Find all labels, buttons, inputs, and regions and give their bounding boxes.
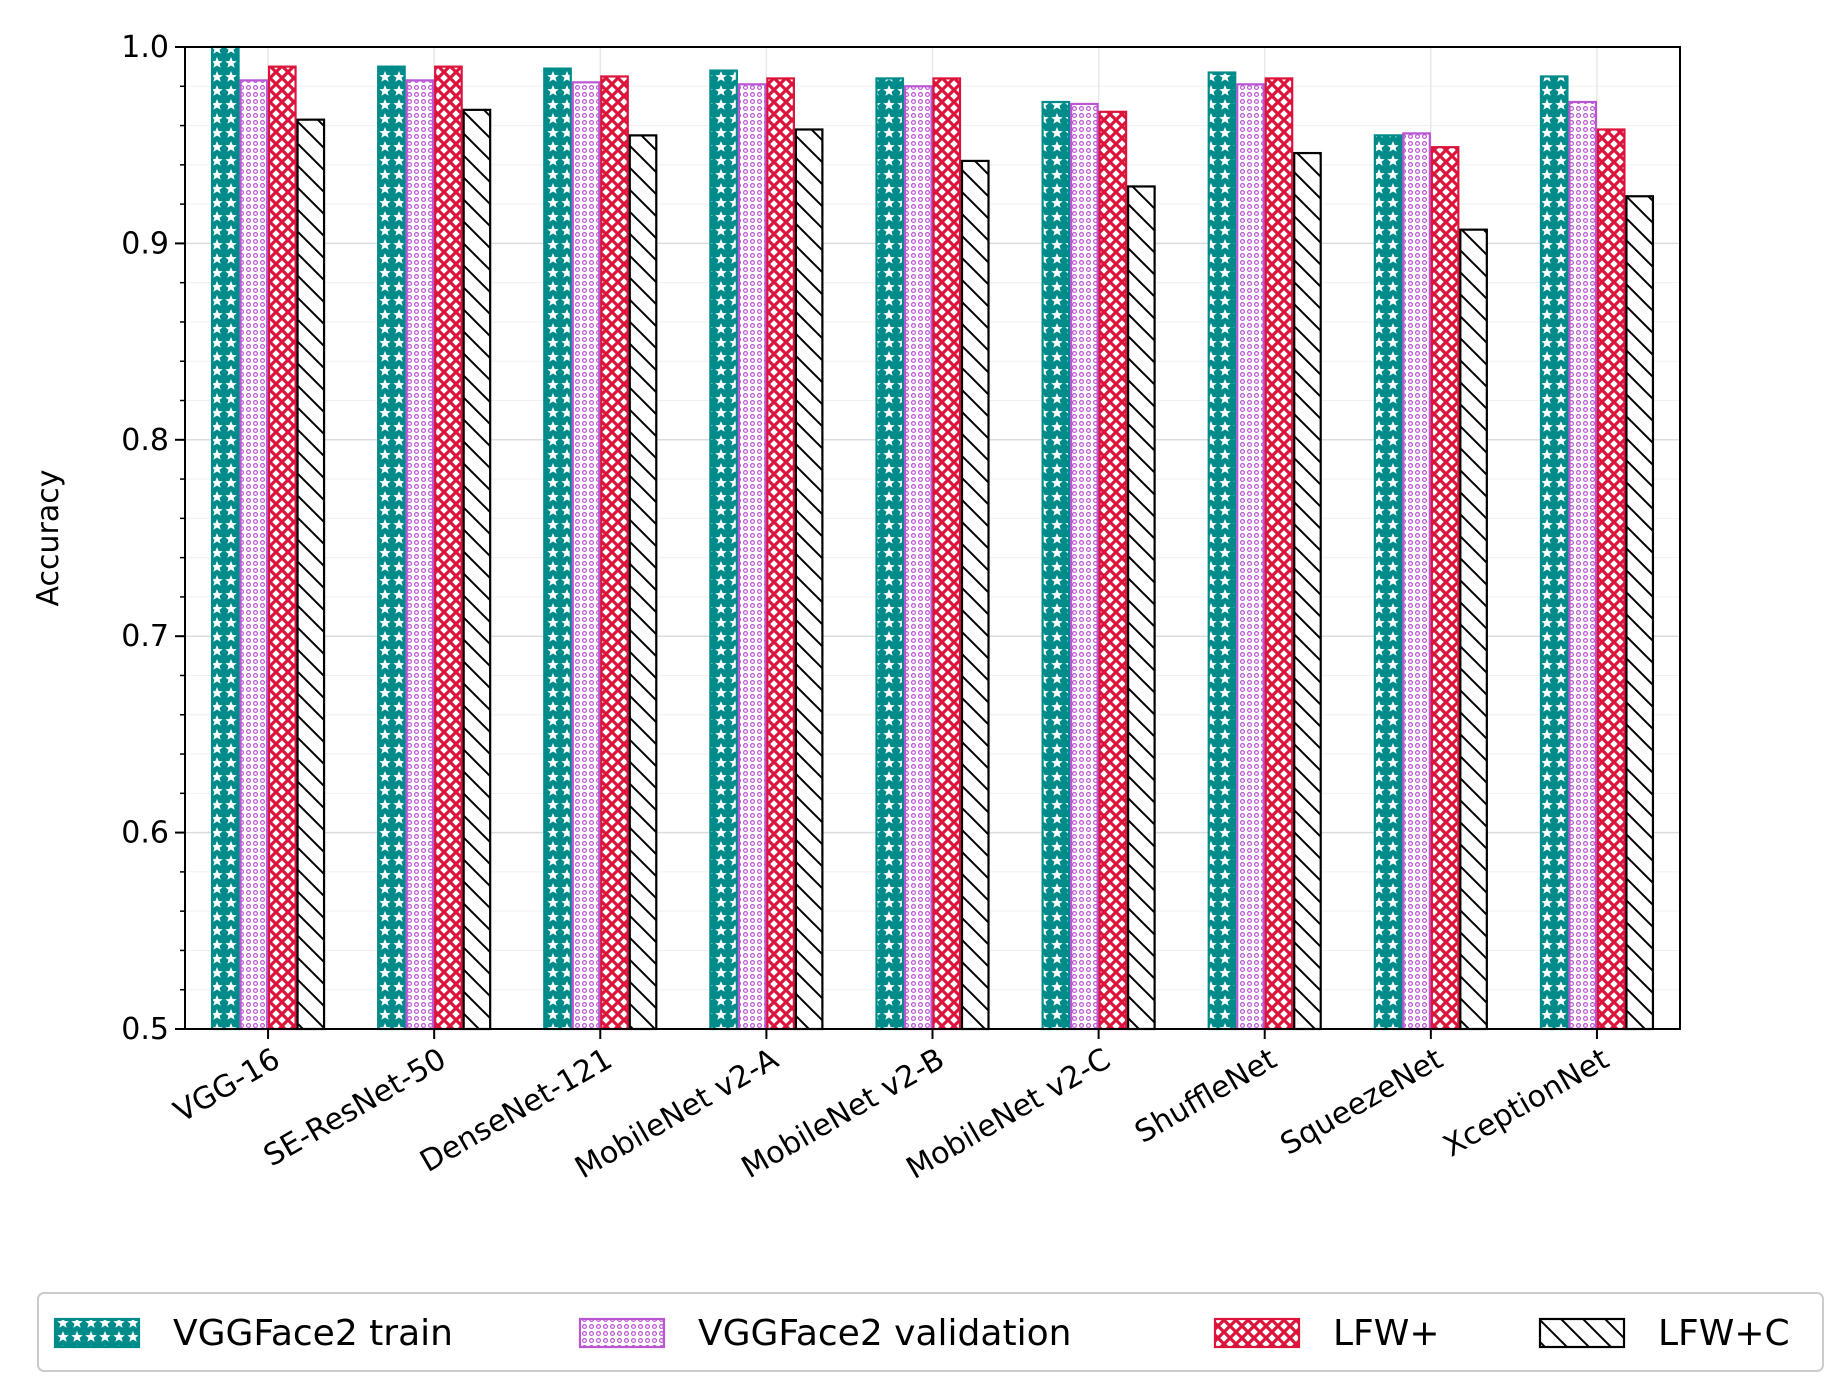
y-tick-label: 0.8	[121, 423, 169, 458]
bar	[600, 75, 629, 1031]
legend-label: LFW+	[1333, 1313, 1440, 1354]
bar	[1293, 151, 1322, 1031]
x-tick-label: SqueezeNet	[1275, 1042, 1449, 1163]
bars	[210, 45, 1655, 1031]
bar	[1070, 102, 1099, 1031]
bar	[960, 159, 990, 1031]
bar	[1402, 132, 1431, 1031]
bar	[1459, 228, 1488, 1031]
x-tick-label: XceptionNet	[1438, 1042, 1616, 1165]
y-tick-label: 1.0	[121, 30, 169, 65]
x-tick-label: ShuffleNet	[1129, 1042, 1283, 1151]
bar	[377, 65, 406, 1031]
bar	[875, 77, 905, 1031]
x-tick-label: VGG-16	[168, 1042, 286, 1130]
bar	[267, 65, 297, 1031]
y-axis-label: Accuracy	[31, 470, 66, 607]
legend-swatch	[1538, 1317, 1626, 1349]
bar	[462, 108, 492, 1031]
legend-items: VGGFace2 train VGGFace2 validation LFW+ LFW…	[53, 1313, 1790, 1354]
bar	[932, 77, 962, 1031]
bar	[628, 134, 658, 1031]
bar	[1098, 110, 1128, 1031]
bar	[766, 77, 795, 1031]
y-tick-label: 0.5	[121, 1012, 169, 1047]
legend-swatch	[578, 1317, 666, 1349]
bar	[1625, 195, 1655, 1031]
y-tick-label: 0.9	[121, 226, 169, 261]
legend: VGGFace2 train VGGFace2 validation LFW+ LFW…	[37, 1292, 1824, 1372]
bar	[296, 118, 326, 1031]
bar	[434, 65, 463, 1031]
y-tick-label: 0.6	[121, 816, 169, 851]
bar	[1430, 146, 1460, 1031]
bar	[1041, 100, 1071, 1031]
bar	[571, 81, 601, 1031]
bar	[737, 83, 767, 1031]
bar	[794, 128, 824, 1031]
bar	[1539, 75, 1569, 1031]
legend-box	[37, 1292, 1824, 1372]
legend-swatch	[53, 1317, 141, 1349]
bar	[709, 69, 738, 1031]
bar	[903, 85, 933, 1031]
bar	[1264, 77, 1294, 1031]
bar	[239, 79, 269, 1031]
legend-label: LFW+C	[1658, 1313, 1790, 1354]
bar	[1127, 185, 1156, 1031]
bar	[405, 79, 435, 1031]
bar	[1207, 71, 1237, 1031]
legend-label: VGGFace2 validation	[698, 1313, 1071, 1354]
legend-label: VGGFace2 train	[173, 1313, 453, 1354]
legend-swatch	[1213, 1317, 1301, 1349]
bar	[1596, 128, 1626, 1031]
y-tick-label: 0.7	[121, 619, 169, 654]
bar	[543, 67, 572, 1031]
bar	[1568, 100, 1598, 1031]
bar	[210, 45, 240, 1031]
bar	[1373, 134, 1403, 1031]
bar	[1236, 83, 1265, 1031]
